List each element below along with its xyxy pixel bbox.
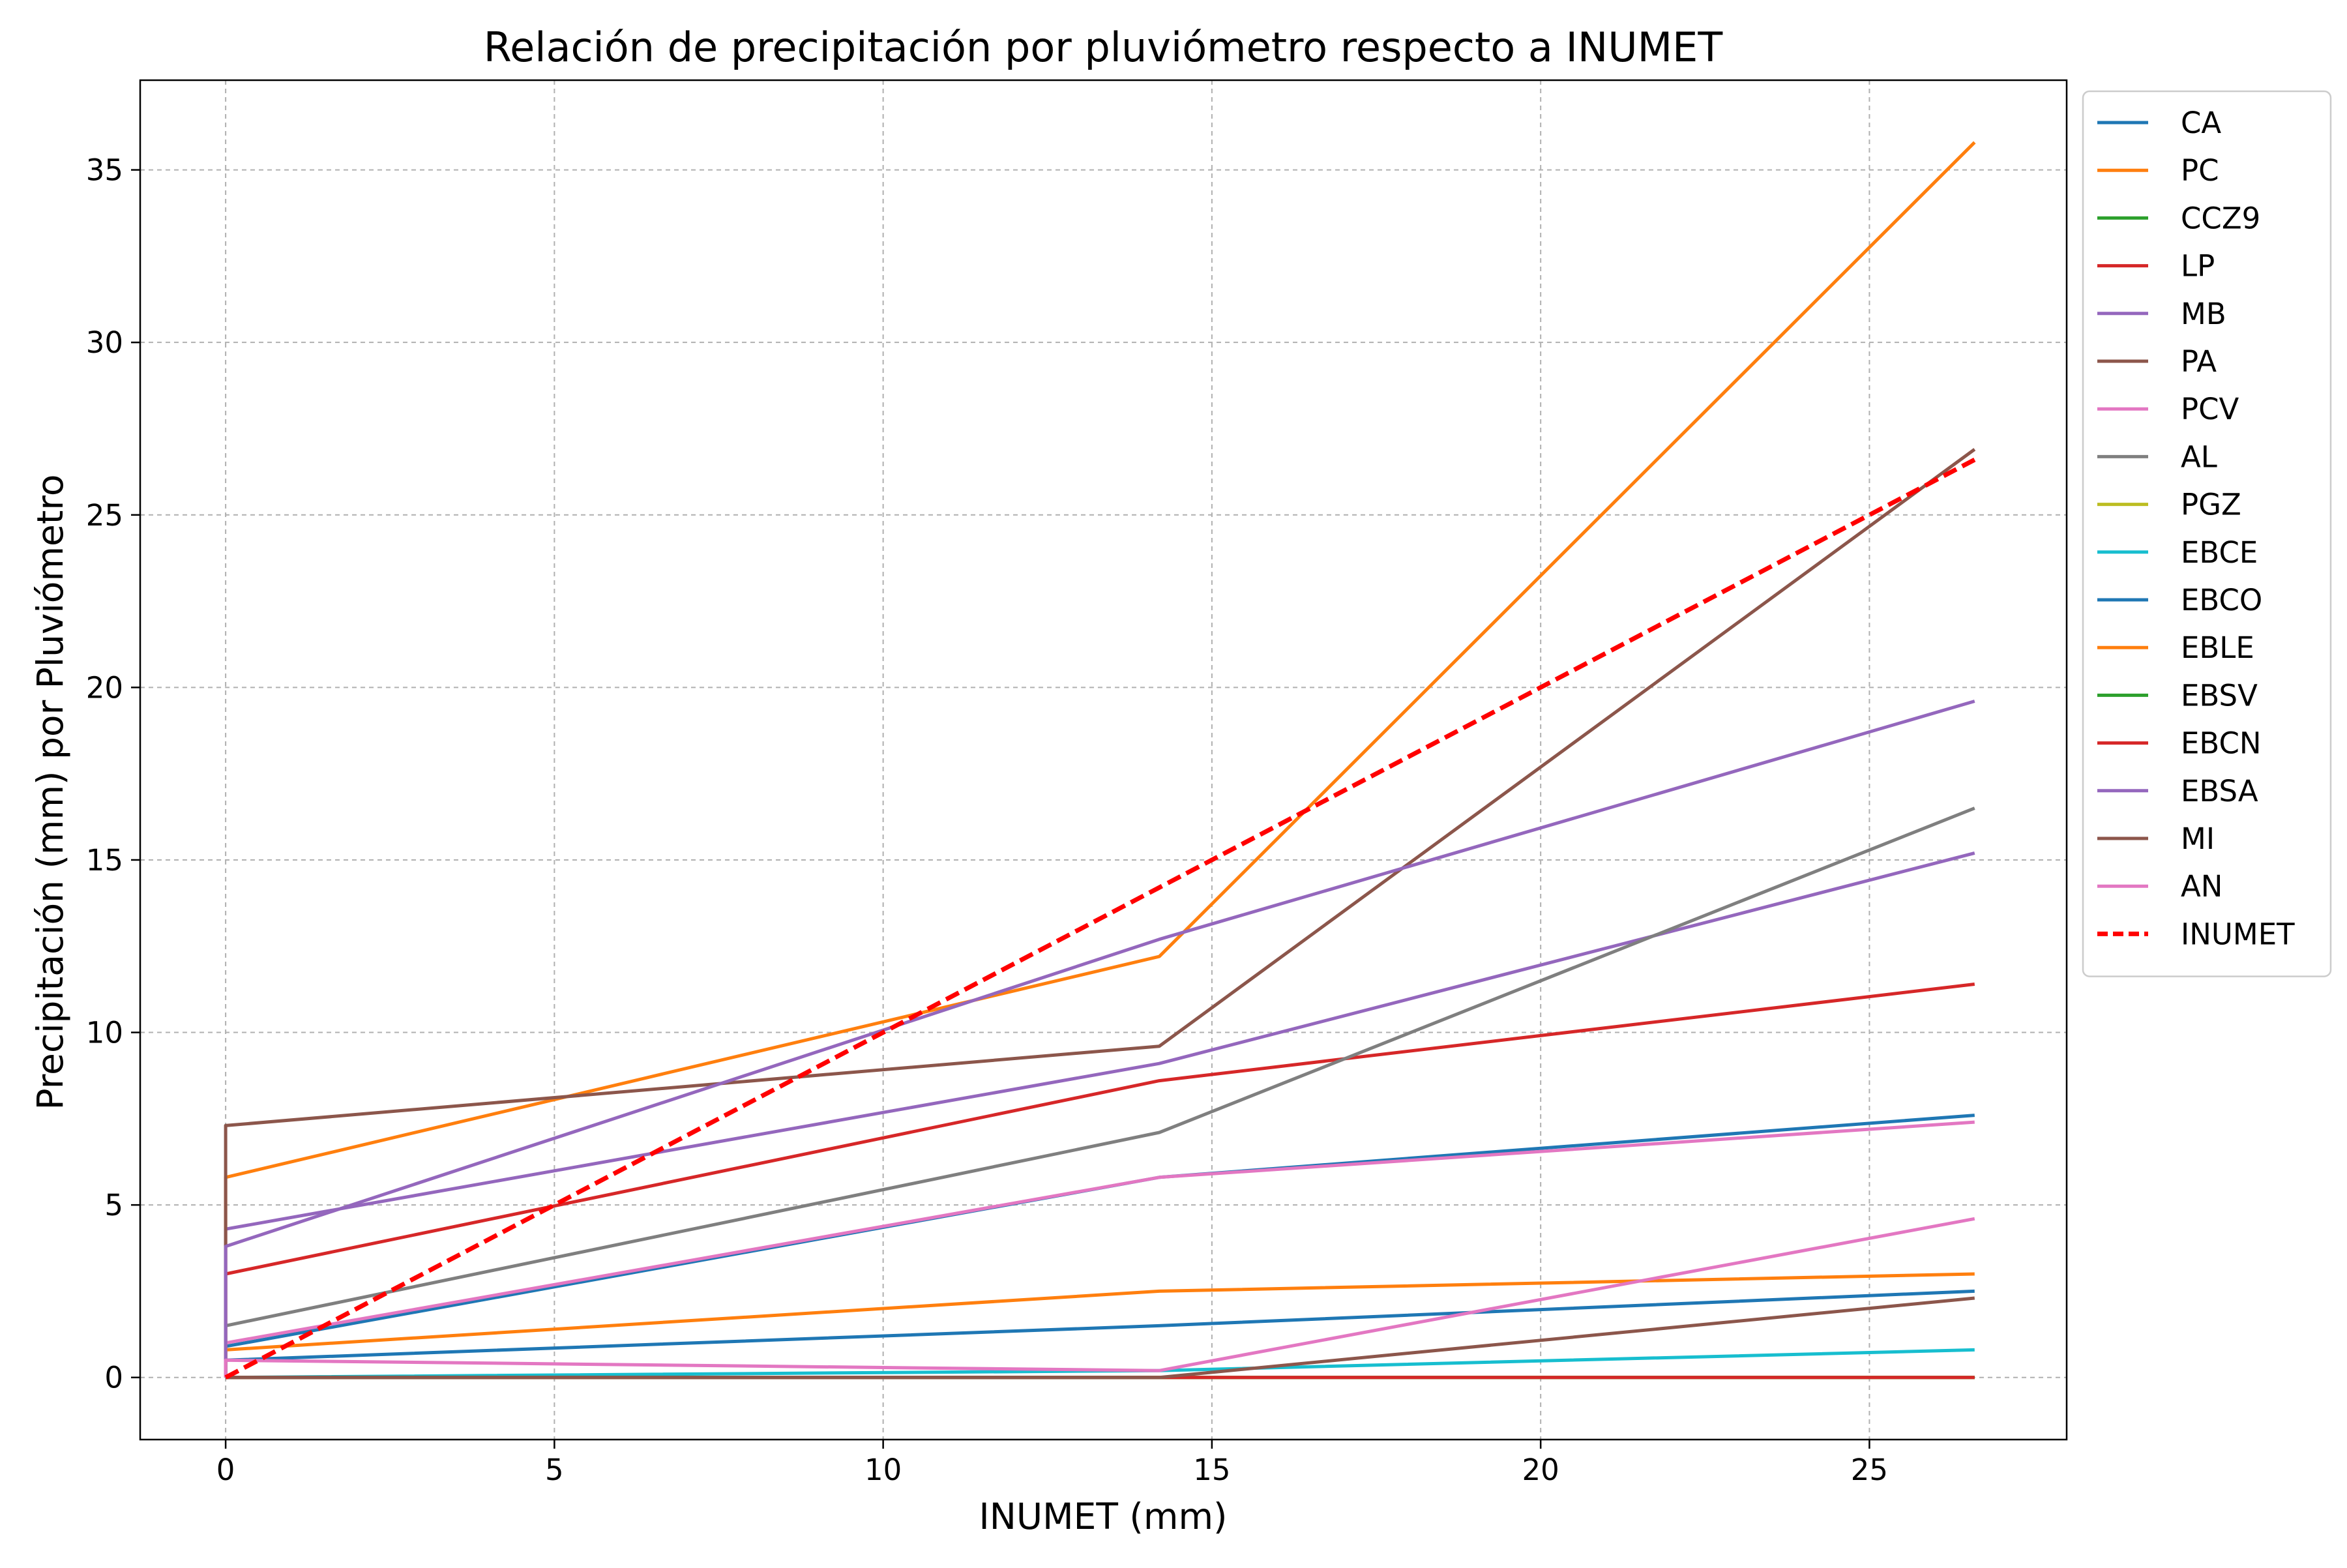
legend-label: EBCN bbox=[2181, 726, 2262, 761]
series-line-ebsa bbox=[224, 700, 1975, 1378]
chart-title: Relación de precipitación por pluviómetr… bbox=[484, 23, 1724, 71]
legend-label: LP bbox=[2181, 249, 2215, 284]
legend-label: AL bbox=[2181, 439, 2217, 474]
legend-label: AN bbox=[2181, 869, 2222, 904]
legend-label: MB bbox=[2181, 297, 2226, 331]
x-tick-label: 20 bbox=[1522, 1453, 1559, 1487]
x-tick-label: 0 bbox=[216, 1453, 235, 1487]
axis-ticks: 0 5 10 15 20 25 0 5 10 15 20 25 30 35 bbox=[86, 153, 1888, 1487]
legend-label: EBSV bbox=[2181, 678, 2258, 713]
y-tick-label: 20 bbox=[86, 670, 123, 705]
legend-label: MI bbox=[2181, 821, 2215, 856]
legend-label: EBCE bbox=[2181, 535, 2258, 570]
legend-label: EBSA bbox=[2181, 774, 2258, 808]
x-tick-label: 5 bbox=[545, 1453, 564, 1487]
x-tick-label: 25 bbox=[1851, 1453, 1888, 1487]
legend-label: PCV bbox=[2181, 392, 2239, 426]
legend-label: CA bbox=[2181, 106, 2221, 140]
y-tick-label: 25 bbox=[86, 498, 123, 533]
plot-frame bbox=[139, 79, 2068, 1441]
y-tick-label: 0 bbox=[104, 1361, 123, 1395]
y-tick-label: 5 bbox=[104, 1188, 123, 1222]
series-line-mi bbox=[226, 1296, 1975, 1380]
legend-label: PA bbox=[2181, 344, 2217, 379]
legend-label: CCZ9 bbox=[2181, 201, 2260, 235]
legend-label: INUMET bbox=[2181, 917, 2295, 951]
series-line-inumet bbox=[224, 458, 1976, 1380]
legend-label: EBCO bbox=[2181, 583, 2262, 617]
y-tick-label: 15 bbox=[86, 843, 123, 878]
legend: CA PC CCZ9 LP MB PA PCV AL PGZ EBCE EBCO EBLE EBSV EB… bbox=[2082, 90, 2332, 977]
y-tick-label: 35 bbox=[86, 153, 123, 188]
legend-label: PGZ bbox=[2181, 488, 2241, 522]
legend-label: EBLE bbox=[2181, 630, 2254, 665]
x-tick-label: 10 bbox=[864, 1453, 902, 1487]
x-tick-label: 15 bbox=[1193, 1453, 1230, 1487]
series-layer bbox=[224, 141, 1976, 1380]
legend-label: PC bbox=[2181, 153, 2219, 188]
y-axis-label: Precipitación (mm) por Pluviómetro bbox=[29, 475, 71, 1110]
y-tick-label: 30 bbox=[86, 325, 123, 360]
series-line-an bbox=[224, 1217, 1975, 1378]
y-tick-label: 10 bbox=[86, 1016, 123, 1050]
x-axis-label: INUMET (mm) bbox=[979, 1496, 1228, 1537]
